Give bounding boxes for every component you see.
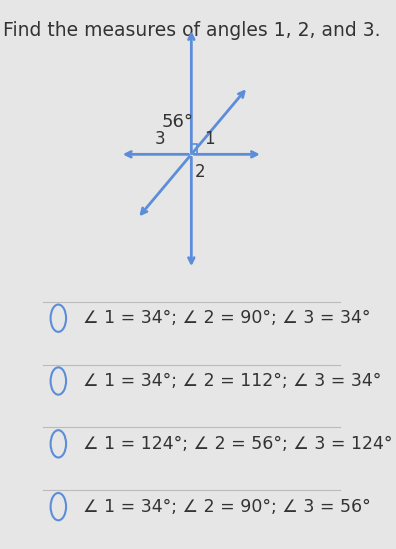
Text: ∠ 1 = 34°; ∠ 2 = 90°; ∠ 3 = 56°: ∠ 1 = 34°; ∠ 2 = 90°; ∠ 3 = 56°: [83, 497, 371, 516]
Text: ∠ 1 = 124°; ∠ 2 = 56°; ∠ 3 = 124°: ∠ 1 = 124°; ∠ 2 = 56°; ∠ 3 = 124°: [83, 435, 392, 453]
Text: 56°: 56°: [162, 113, 193, 131]
Text: Find the measures of angles 1, 2, and 3.: Find the measures of angles 1, 2, and 3.: [3, 20, 380, 40]
Text: 1: 1: [204, 130, 215, 148]
Text: 3: 3: [155, 130, 166, 148]
Text: 2: 2: [195, 163, 205, 181]
Text: ∠ 1 = 34°; ∠ 2 = 112°; ∠ 3 = 34°: ∠ 1 = 34°; ∠ 2 = 112°; ∠ 3 = 34°: [83, 372, 381, 390]
Text: ∠ 1 = 34°; ∠ 2 = 90°; ∠ 3 = 34°: ∠ 1 = 34°; ∠ 2 = 90°; ∠ 3 = 34°: [83, 309, 371, 327]
